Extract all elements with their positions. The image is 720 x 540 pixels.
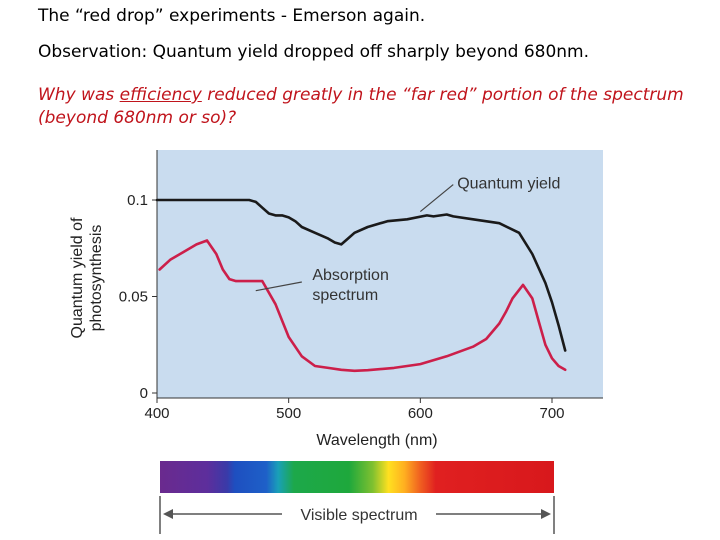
y-axis-label: Quantum yield of photosynthesis bbox=[69, 217, 105, 339]
y-axis-label-line2: photosynthesis bbox=[88, 225, 105, 332]
question-pre: Why was bbox=[38, 85, 120, 105]
y-tick-label: 0.05 bbox=[119, 289, 148, 306]
question-emphasis: efficiency bbox=[119, 85, 202, 105]
series-layer bbox=[155, 198, 567, 373]
y-tick-label: 0.1 bbox=[127, 192, 148, 209]
question-post: reduced greatly in the “far red” portion… bbox=[38, 85, 684, 128]
visible-spectrum-label: Visible spectrum bbox=[300, 507, 417, 524]
annotation-layer: Quantum yield Absorption spectrum bbox=[255, 175, 560, 304]
x-tick-label: 700 bbox=[539, 405, 564, 422]
title-line: The “red drop” experiments - Emerson aga… bbox=[38, 6, 426, 26]
series-line-absorption-spectrum bbox=[158, 239, 567, 373]
y-axis-label-line1: Quantum yield of bbox=[69, 217, 86, 339]
spectrum-arrowhead-right bbox=[541, 509, 551, 519]
series-line-quantum-yield bbox=[155, 198, 567, 352]
absorption-leader bbox=[255, 281, 302, 292]
x-tick-label: 600 bbox=[408, 405, 433, 422]
spectrum-arrowhead-left bbox=[163, 509, 173, 519]
plot-panel bbox=[157, 150, 603, 398]
quantum-yield-annotation: Quantum yield bbox=[457, 175, 560, 192]
x-tick-label: 500 bbox=[276, 405, 301, 422]
observation-line: Observation: Quantum yield dropped off s… bbox=[38, 42, 590, 62]
y-tick-label: 0 bbox=[140, 385, 148, 402]
quantum-yield-leader bbox=[419, 184, 454, 213]
x-tick-label: 400 bbox=[144, 405, 169, 422]
absorption-annotation-line1: Absorption bbox=[312, 267, 389, 284]
question-text: Why was efficiency reduced greatly in th… bbox=[38, 84, 698, 130]
x-axis-label: Wavelength (nm) bbox=[316, 432, 437, 449]
absorption-annotation-line2: spectrum bbox=[312, 287, 378, 304]
visible-spectrum-bar bbox=[160, 461, 554, 493]
axes: 400 500 600 700 0 0.05 0.1 bbox=[119, 150, 603, 422]
